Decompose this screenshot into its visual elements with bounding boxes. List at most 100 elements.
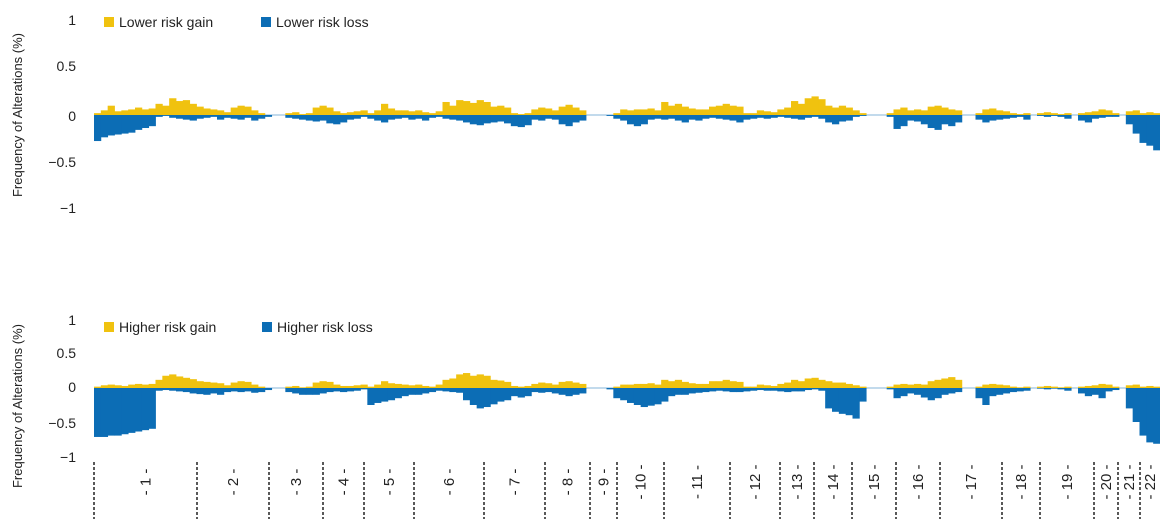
gain-bar (1091, 111, 1099, 115)
gain-bar (613, 113, 621, 115)
gain-bar (859, 386, 867, 388)
gain-bar (811, 377, 819, 388)
loss-bar (948, 115, 956, 127)
loss-bar (299, 115, 307, 120)
loss-bar (845, 115, 853, 121)
gain-bar (900, 107, 908, 115)
gain-bar (989, 383, 997, 388)
gain-bar (210, 109, 218, 115)
loss-bar (531, 115, 539, 120)
loss-bar (94, 388, 102, 437)
loss-bar (1146, 388, 1154, 443)
gain-bar (654, 110, 662, 115)
gain-bar (415, 384, 423, 388)
loss-bar (1016, 388, 1024, 392)
gain-bar (182, 377, 191, 388)
gain-bar (825, 105, 833, 115)
gain-bar (1112, 113, 1120, 115)
gain-bar (695, 383, 703, 388)
loss-bar (770, 115, 778, 118)
gain-bar (360, 384, 368, 388)
loss-bar (661, 115, 669, 120)
gain-bar (374, 384, 382, 388)
loss-bar (305, 388, 314, 395)
gain-bar (627, 384, 635, 388)
gain-bar (729, 381, 737, 388)
loss-bar (408, 388, 416, 395)
gain-bar (750, 386, 758, 388)
gain-bar (852, 110, 860, 115)
loss-bar (312, 115, 320, 122)
loss-bar (155, 388, 163, 391)
legend: Lower risk gain Lower risk loss (104, 14, 369, 30)
loss-bar (633, 115, 642, 127)
loss-bar (654, 115, 662, 119)
gain-bar (353, 385, 361, 388)
legend-label: Lower risk loss (276, 14, 369, 30)
loss-bar (736, 115, 744, 123)
chromosome-label: - 15 - (866, 464, 883, 499)
gain-bar (387, 383, 396, 388)
loss-bar (155, 115, 163, 117)
gain-bar (1009, 386, 1017, 388)
gain-bar (1016, 114, 1024, 115)
loss-bar (832, 388, 840, 412)
chromosome-label: - 3 - (288, 469, 305, 496)
gain-bar (1091, 385, 1099, 388)
gain-bar (702, 383, 710, 388)
loss-bar (975, 388, 983, 399)
gain-bar (893, 384, 901, 388)
gain-bar (1002, 111, 1011, 115)
gain-bar (763, 385, 771, 388)
loss-bar (333, 388, 341, 392)
gain-bar (442, 379, 450, 388)
y-tick-label: 0 (68, 379, 76, 395)
loss-bar (285, 388, 293, 393)
gain-bar (920, 384, 929, 388)
gain-bar (722, 103, 730, 115)
loss-bar (237, 388, 245, 393)
gain-bar (1125, 111, 1134, 115)
loss-bar (1016, 115, 1024, 117)
loss-bar (251, 115, 259, 121)
loss-bar (483, 388, 491, 408)
loss-bar (886, 388, 894, 390)
loss-bar (695, 115, 703, 121)
gain-bar (251, 384, 259, 388)
loss-bar (1009, 115, 1017, 118)
gain-bar (1064, 386, 1072, 388)
gain-bar (695, 109, 703, 115)
loss-bar (579, 388, 587, 394)
gain-bar (1132, 110, 1140, 115)
loss-bar (121, 388, 129, 435)
gain-bar (141, 109, 150, 115)
gain-bar (907, 110, 915, 115)
loss-bar (135, 115, 143, 130)
gain-bar (729, 105, 737, 115)
loss-bar (1098, 115, 1106, 118)
gain-bar (196, 106, 204, 115)
chromosome-label: - 5 - (381, 469, 398, 496)
gain-bar (203, 381, 211, 388)
gain-bar (312, 382, 320, 388)
loss-bar (668, 388, 676, 397)
loss-bar (989, 115, 997, 121)
loss-bar (285, 115, 293, 118)
chromosome-label: - 18 - (1013, 464, 1030, 499)
gain-bar (326, 107, 334, 115)
gain-bar (804, 378, 812, 388)
loss-bar (367, 388, 375, 405)
gain-bar (504, 107, 512, 115)
loss-bar (449, 115, 457, 120)
gain-bar (223, 112, 232, 115)
y-tick-label: 0.5 (57, 58, 77, 74)
chromosome-label: - 19 - (1059, 464, 1076, 499)
loss-bar (756, 115, 765, 118)
loss-bar (340, 115, 348, 123)
loss-bar (1112, 115, 1120, 117)
loss-bar (674, 115, 683, 121)
gain-bar (627, 110, 635, 115)
loss-bar (538, 388, 546, 393)
chromosome-label: - 10 - (633, 464, 650, 499)
gain-bar (934, 105, 942, 115)
